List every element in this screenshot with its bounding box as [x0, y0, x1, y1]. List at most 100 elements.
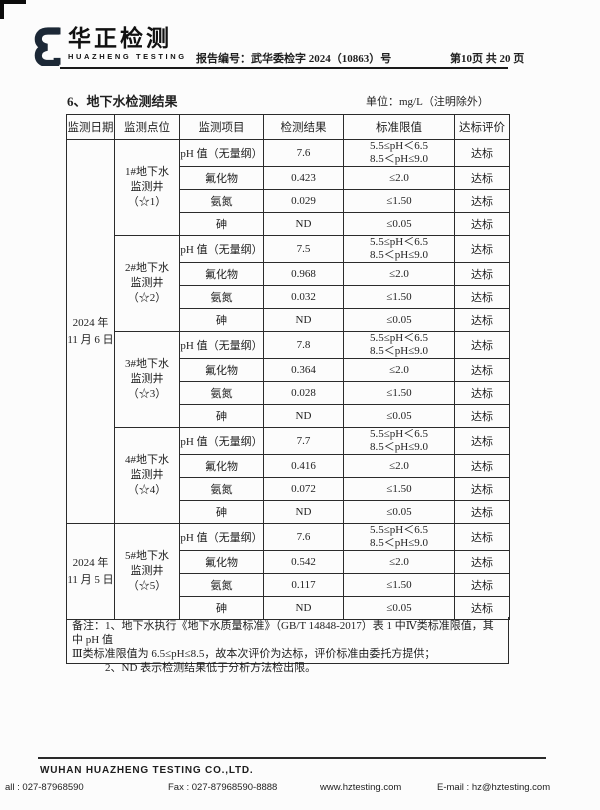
- col-header-date: 监测日期: [66, 114, 115, 140]
- limit-cell: ≤2.0: [343, 454, 455, 478]
- col-header-eval: 达标评价: [454, 114, 510, 140]
- notes-box: 备注：1、地下水执行《地下水质量标准》（GB/T 14848-2017）表 1 …: [66, 617, 509, 674]
- table-row: 2024 年 11 月 5 日 5#地下水 监测井 （☆5） pH 值（无量纲）…: [66, 523, 510, 620]
- item-cell: pH 值（无量纲）: [179, 523, 264, 551]
- point-cell: 5#地下水 监测井 （☆5）: [114, 523, 180, 620]
- item-cell: 砷: [179, 212, 264, 236]
- table-row: 氨氮 0.028 ≤1.50 达标: [67, 381, 510, 405]
- limit-cell: 5.5≤pH＜6.5 8.5＜pH≤9.0: [343, 523, 455, 551]
- limit-cell: 5.5≤pH＜6.5 8.5＜pH≤9.0: [343, 331, 455, 359]
- table-row: 4#地下水 监测井 （☆4） pH 值（无量纲） 7.7 5.5≤pH＜6.5 …: [67, 427, 510, 524]
- item-cell: pH 值（无量纲）: [179, 139, 264, 167]
- eval-cell: 达标: [454, 477, 510, 501]
- table-row: 砷 ND ≤0.05 达标: [67, 500, 510, 524]
- result-cell: 0.423: [263, 166, 344, 190]
- limit-cell: ≤2.0: [343, 358, 455, 382]
- limit-cell: ≤1.50: [343, 189, 455, 213]
- item-cell: 氨氮: [179, 285, 264, 309]
- table-row: 3#地下水 监测井 （☆3） pH 值（无量纲） 7.8 5.5≤pH＜6.5 …: [67, 331, 510, 428]
- eval-cell: 达标: [454, 189, 510, 213]
- eval-cell: 达标: [454, 381, 510, 405]
- limit-cell: ≤1.50: [343, 573, 455, 597]
- date-cell: 2024 年 11 月 6 日: [66, 139, 115, 524]
- limit-cell: ≤0.05: [343, 212, 455, 236]
- item-cell: 砷: [179, 596, 264, 620]
- eval-cell: 达标: [454, 235, 510, 263]
- result-cell: 7.6: [263, 523, 344, 551]
- table-row: 氟化物 0.423 ≤2.0 达标: [67, 166, 510, 190]
- result-cell: 0.072: [263, 477, 344, 501]
- limit-cell: ≤0.05: [343, 404, 455, 428]
- eval-cell: 达标: [454, 139, 510, 167]
- table-row: 氟化物 0.542 ≤2.0 达标: [67, 550, 510, 574]
- result-cell: 7.8: [263, 331, 344, 359]
- company-logo: 华正检测 HUAZHENG TESTING: [33, 26, 187, 66]
- eval-cell: 达标: [454, 358, 510, 382]
- result-cell: 7.6: [263, 139, 344, 167]
- footer-email: E-mail : hz@hztesting.com: [437, 782, 551, 793]
- item-cell: 氨氮: [179, 477, 264, 501]
- note-line-2: Ⅲ类标准限值为 6.5≤pH≤8.5，故本次评价为达标，评价标准由委托方提供；: [72, 648, 436, 660]
- table-row: 2024 年 11 月 6 日 1#地下水 监测井 （☆1） pH 值（无量纲）…: [66, 139, 510, 524]
- result-cell: ND: [263, 212, 344, 236]
- section-title: 6、地下水检测结果: [67, 94, 178, 109]
- point-cell: 4#地下水 监测井 （☆4）: [114, 427, 180, 524]
- result-cell: ND: [263, 596, 344, 620]
- table-row: 氨氮 0.117 ≤1.50 达标: [67, 573, 510, 597]
- item-cell: pH 值（无量纲）: [179, 331, 264, 359]
- table-row: 氟化物 0.968 ≤2.0 达标: [67, 262, 510, 286]
- table-row: 2#地下水 监测井 （☆2） pH 值（无量纲） 7.5 5.5≤pH＜6.5 …: [67, 235, 510, 332]
- result-cell: ND: [263, 404, 344, 428]
- footer-website: www.hztesting.com: [320, 782, 402, 793]
- item-cell: 砷: [179, 404, 264, 428]
- table-header-row: 监测日期 监测点位 监测项目 检测结果 标准限值 达标评价: [66, 114, 510, 140]
- footer-fax: Fax : 027-87968590-8888: [168, 782, 278, 793]
- item-cell: 氟化物: [179, 262, 264, 286]
- limit-cell: ≤1.50: [343, 285, 455, 309]
- limit-cell: ≤0.05: [343, 308, 455, 332]
- item-cell: 砷: [179, 308, 264, 332]
- results-table: 监测日期 监测点位 监测项目 检测结果 标准限值 达标评价 2024 年 11 …: [66, 114, 510, 620]
- item-cell: 氟化物: [179, 166, 264, 190]
- footer-tel: all : 027-87968590: [5, 782, 84, 793]
- page-indicator: 第10页 共 20 页: [450, 53, 525, 65]
- logo-text-cn: 华正检测: [68, 26, 172, 51]
- result-cell: 0.029: [263, 189, 344, 213]
- eval-cell: 达标: [454, 454, 510, 478]
- eval-cell: 达标: [454, 500, 510, 524]
- eval-cell: 达标: [454, 427, 510, 455]
- eval-cell: 达标: [454, 308, 510, 332]
- result-cell: 0.032: [263, 285, 344, 309]
- eval-cell: 达标: [454, 166, 510, 190]
- eval-cell: 达标: [454, 212, 510, 236]
- item-cell: 氟化物: [179, 550, 264, 574]
- footer-rule: [38, 757, 546, 759]
- table-row: 氨氮 0.029 ≤1.50 达标: [67, 189, 510, 213]
- table-row: 砷 ND ≤0.05 达标: [67, 308, 510, 332]
- limit-cell: ≤2.0: [343, 262, 455, 286]
- table-row: 砷 ND ≤0.05 达标: [67, 596, 510, 620]
- footer-company: WUHAN HUAZHENG TESTING CO.,LTD.: [40, 765, 254, 776]
- table-row: 氨氮 0.032 ≤1.50 达标: [67, 285, 510, 309]
- result-cell: ND: [263, 308, 344, 332]
- scan-artifact-side: [0, 0, 4, 19]
- eval-cell: 达标: [454, 331, 510, 359]
- item-cell: 氨氮: [179, 189, 264, 213]
- note-line-3: 2、ND 表示检测结果低于分析方法检出限。: [105, 662, 317, 674]
- eval-cell: 达标: [454, 550, 510, 574]
- table-row: 砷 ND ≤0.05 达标: [67, 404, 510, 428]
- note-line-1: 备注：1、地下水执行《地下水质量标准》（GB/T 14848-2017）表 1 …: [72, 620, 494, 646]
- result-cell: ND: [263, 500, 344, 524]
- eval-cell: 达标: [454, 285, 510, 309]
- result-cell: 0.968: [263, 262, 344, 286]
- item-cell: 氨氮: [179, 381, 264, 405]
- result-cell: 0.416: [263, 454, 344, 478]
- limit-cell: ≤1.50: [343, 381, 455, 405]
- point-cell: 2#地下水 监测井 （☆2）: [114, 235, 180, 332]
- huazheng-logo-icon: [34, 27, 61, 66]
- result-cell: 7.7: [263, 427, 344, 455]
- limit-cell: ≤0.05: [343, 500, 455, 524]
- unit-label: 单位：mg/L（注明除外）: [366, 96, 489, 108]
- result-cell: 0.028: [263, 381, 344, 405]
- logo-text-en: HUAZHENG TESTING: [68, 52, 187, 61]
